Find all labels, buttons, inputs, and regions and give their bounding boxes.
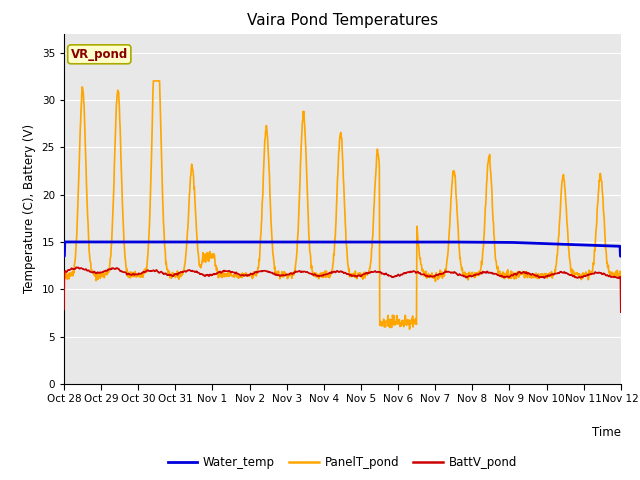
Title: Vaira Pond Temperatures: Vaira Pond Temperatures xyxy=(247,13,438,28)
Water_temp xyxy=(246,239,254,245)
Text: VR_pond: VR_pond xyxy=(70,48,128,61)
BattV_pond xyxy=(502,274,509,280)
Line: BattV_pond: BattV_pond xyxy=(64,267,621,312)
PanelT_pond xyxy=(429,274,437,280)
PanelT_pond xyxy=(184,219,192,225)
BattV_pond xyxy=(72,264,80,270)
Water_temp xyxy=(60,253,68,259)
Line: Water_temp: Water_temp xyxy=(64,242,621,256)
Legend: Water_temp, PanelT_pond, BattV_pond: Water_temp, PanelT_pond, BattV_pond xyxy=(163,451,522,474)
Water_temp xyxy=(184,239,192,245)
BattV_pond xyxy=(60,307,68,312)
PanelT_pond xyxy=(171,271,179,276)
PanelT_pond xyxy=(502,273,510,279)
Water_temp xyxy=(61,239,68,245)
BattV_pond xyxy=(551,271,559,276)
PanelT_pond xyxy=(60,275,68,281)
BattV_pond xyxy=(246,271,254,276)
PanelT_pond xyxy=(406,326,413,332)
Text: Time: Time xyxy=(592,426,621,439)
Water_temp xyxy=(617,253,625,259)
PanelT_pond xyxy=(617,273,625,279)
Water_temp xyxy=(502,240,509,245)
BattV_pond xyxy=(171,272,179,277)
Line: PanelT_pond: PanelT_pond xyxy=(64,81,621,329)
PanelT_pond xyxy=(246,272,254,278)
PanelT_pond xyxy=(150,78,157,84)
BattV_pond xyxy=(184,268,192,274)
PanelT_pond xyxy=(552,268,559,274)
Water_temp xyxy=(551,241,559,247)
Y-axis label: Temperature (C), Battery (V): Temperature (C), Battery (V) xyxy=(23,124,36,293)
Water_temp xyxy=(429,239,437,245)
BattV_pond xyxy=(429,274,437,279)
Water_temp xyxy=(171,239,179,245)
BattV_pond xyxy=(617,309,625,315)
